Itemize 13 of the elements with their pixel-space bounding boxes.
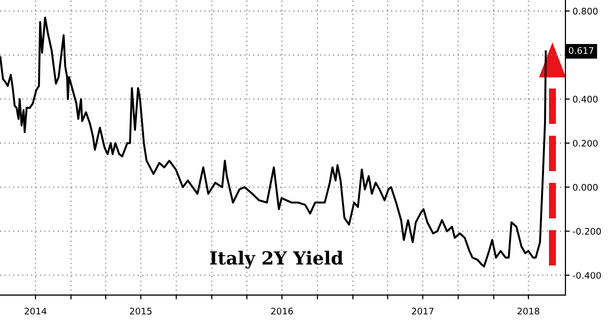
y-tick-label: 0.000 — [572, 184, 598, 191]
text: Italy 2Y Yield — [210, 250, 344, 268]
y-tick-label: 0.200 — [572, 140, 598, 147]
y-tick-label: 0.400 — [572, 96, 598, 103]
y-tick-label: -0.400 — [572, 272, 601, 279]
x-tick-label: 2015 — [130, 308, 152, 315]
x-tick-label: 2016 — [271, 308, 293, 315]
x-tick-label: 2018 — [518, 308, 540, 315]
x-tick-label: 2017 — [412, 308, 434, 315]
y-tick-label: 0.800 — [572, 8, 598, 15]
annotation: 0.617 — [568, 47, 594, 54]
y-tick-label: -0.200 — [572, 228, 601, 235]
x-tick-label: 2014 — [24, 308, 46, 315]
